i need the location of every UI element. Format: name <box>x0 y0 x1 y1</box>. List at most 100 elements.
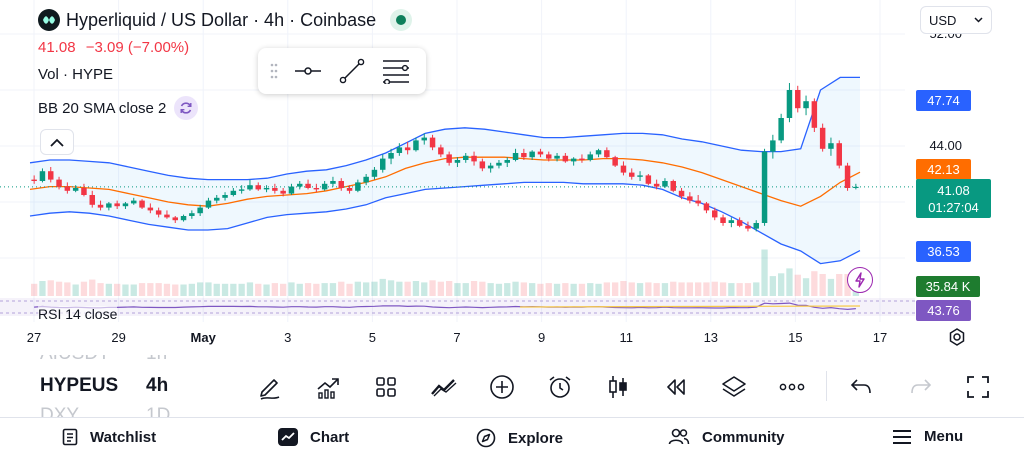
rewind-icon <box>667 379 685 395</box>
candle-body <box>388 153 394 159</box>
chart-area[interactable]: 2729May35791113151752.0044.00 Hyperliqui… <box>0 0 1024 352</box>
redo-button[interactable] <box>903 369 939 405</box>
volume-bar <box>794 274 801 296</box>
bottom-toolbar: AIUSDT 1h HYPEUS 4h DXY 1D <box>0 355 1024 417</box>
time-axis-label: 27 <box>27 330 41 345</box>
nav-explore[interactable]: Explore <box>476 428 563 448</box>
indicators-button[interactable] <box>310 369 346 405</box>
layout-button[interactable] <box>368 369 404 405</box>
chart-settings-icon[interactable] <box>946 326 968 348</box>
undo-button[interactable] <box>843 369 879 405</box>
bb-upper-line <box>29 76 860 181</box>
chart-title-row[interactable]: Hyperliquid / US Dollar · 4h · Coinbase <box>38 9 413 31</box>
volume-bar <box>636 283 644 296</box>
candle-body <box>604 150 610 158</box>
add-symbol-button[interactable] <box>484 369 520 405</box>
candle-body <box>147 207 154 211</box>
volume-bar <box>711 281 718 296</box>
volume-bar <box>313 283 320 296</box>
rsi-legend[interactable]: RSI 14 close <box>38 306 118 322</box>
replay-button[interactable] <box>658 369 694 405</box>
last-price: 41.08 <box>38 39 76 56</box>
nav-watchlist[interactable]: Watchlist <box>62 428 156 446</box>
volume-bar <box>694 282 702 296</box>
volume-bar <box>263 284 270 296</box>
watchlist-icon <box>62 428 78 446</box>
refresh-icon[interactable] <box>174 96 199 120</box>
symbol-option[interactable]: AIUSDT 1h <box>40 355 190 367</box>
candle-body <box>687 196 693 201</box>
volume-bar <box>520 282 528 296</box>
volume-bar <box>819 274 826 296</box>
symbol-picker[interactable]: AIUSDT 1h HYPEUS 4h DXY 1D <box>40 355 190 417</box>
volume-bar <box>595 283 602 296</box>
volume-bar <box>72 284 79 296</box>
collapse-legend-button[interactable] <box>40 129 74 155</box>
fullscreen-button[interactable] <box>960 369 996 405</box>
candle-body <box>844 165 851 188</box>
candle-body <box>579 158 585 160</box>
compare-icon <box>431 379 457 397</box>
toolbar-divider <box>826 371 827 401</box>
redo-icon <box>911 379 932 394</box>
nav-chart[interactable]: Chart <box>278 428 349 446</box>
volume-bar <box>64 282 71 296</box>
more-button[interactable] <box>774 369 810 405</box>
candle-body <box>31 179 37 181</box>
volume-bar <box>321 283 328 296</box>
volume-bar <box>271 283 279 296</box>
candle-body <box>786 90 793 118</box>
nav-community[interactable]: Community <box>668 428 785 446</box>
candle-body <box>670 181 676 191</box>
currency-select[interactable]: USD <box>920 6 992 34</box>
bollinger-legend[interactable]: BB 20 SMA close 2 <box>38 96 199 120</box>
draw-tool-button[interactable] <box>252 369 288 405</box>
chart-type-button[interactable] <box>600 369 636 405</box>
volume-bar <box>719 282 727 296</box>
object-tree-button[interactable] <box>716 369 752 405</box>
candle-body <box>853 186 859 188</box>
time-axis-label: 15 <box>788 330 802 345</box>
candle-body <box>562 155 569 162</box>
more-dots-icon <box>779 383 805 391</box>
chevron-up-icon <box>50 138 64 147</box>
volume-legend[interactable]: Vol · HYPE <box>38 66 114 83</box>
candle-body <box>338 181 344 188</box>
volume-bar <box>288 282 295 296</box>
candle-body <box>214 197 220 201</box>
alert-button[interactable] <box>542 369 578 405</box>
volume-bar <box>55 281 63 296</box>
volume-bar <box>611 282 619 296</box>
candle-body <box>238 189 245 191</box>
symbol-option-active[interactable]: HYPEUS 4h <box>40 375 169 396</box>
lightning-icon[interactable] <box>847 267 873 293</box>
drag-handle-icon[interactable] <box>264 54 284 88</box>
volume-bar <box>421 282 428 296</box>
volume-bar <box>39 281 46 296</box>
market-status-icon[interactable] <box>390 9 413 31</box>
candle-body <box>736 220 743 226</box>
time-axis-label: 29 <box>111 330 125 345</box>
candle-body <box>438 147 444 155</box>
candle-body <box>313 188 320 190</box>
candle-body <box>487 165 494 169</box>
volume-bar <box>769 276 777 296</box>
bb-upper-price-tag: 47.74 <box>916 90 971 111</box>
fib-tool-icon[interactable] <box>376 54 416 88</box>
horizontal-line-tool-icon[interactable] <box>288 54 328 88</box>
volume-bar <box>487 283 494 296</box>
nav-menu[interactable]: Menu <box>892 428 963 445</box>
bar-countdown: 01:27:04 <box>928 199 979 215</box>
candle-body <box>703 203 710 211</box>
time-axis-label: 5 <box>369 330 376 345</box>
compare-button[interactable] <box>426 369 462 405</box>
volume-bar <box>437 281 445 296</box>
volume-bar <box>122 284 129 296</box>
volume-bar <box>653 283 660 296</box>
trend-line-tool-icon[interactable] <box>332 54 372 88</box>
price-chart[interactable]: 2729May35791113151752.0044.00 <box>0 0 1024 352</box>
volume-bar <box>188 283 196 296</box>
drawing-toolbar[interactable] <box>258 48 426 94</box>
candle-body <box>64 186 71 191</box>
symbol-option[interactable]: DXY 1D <box>40 405 171 417</box>
